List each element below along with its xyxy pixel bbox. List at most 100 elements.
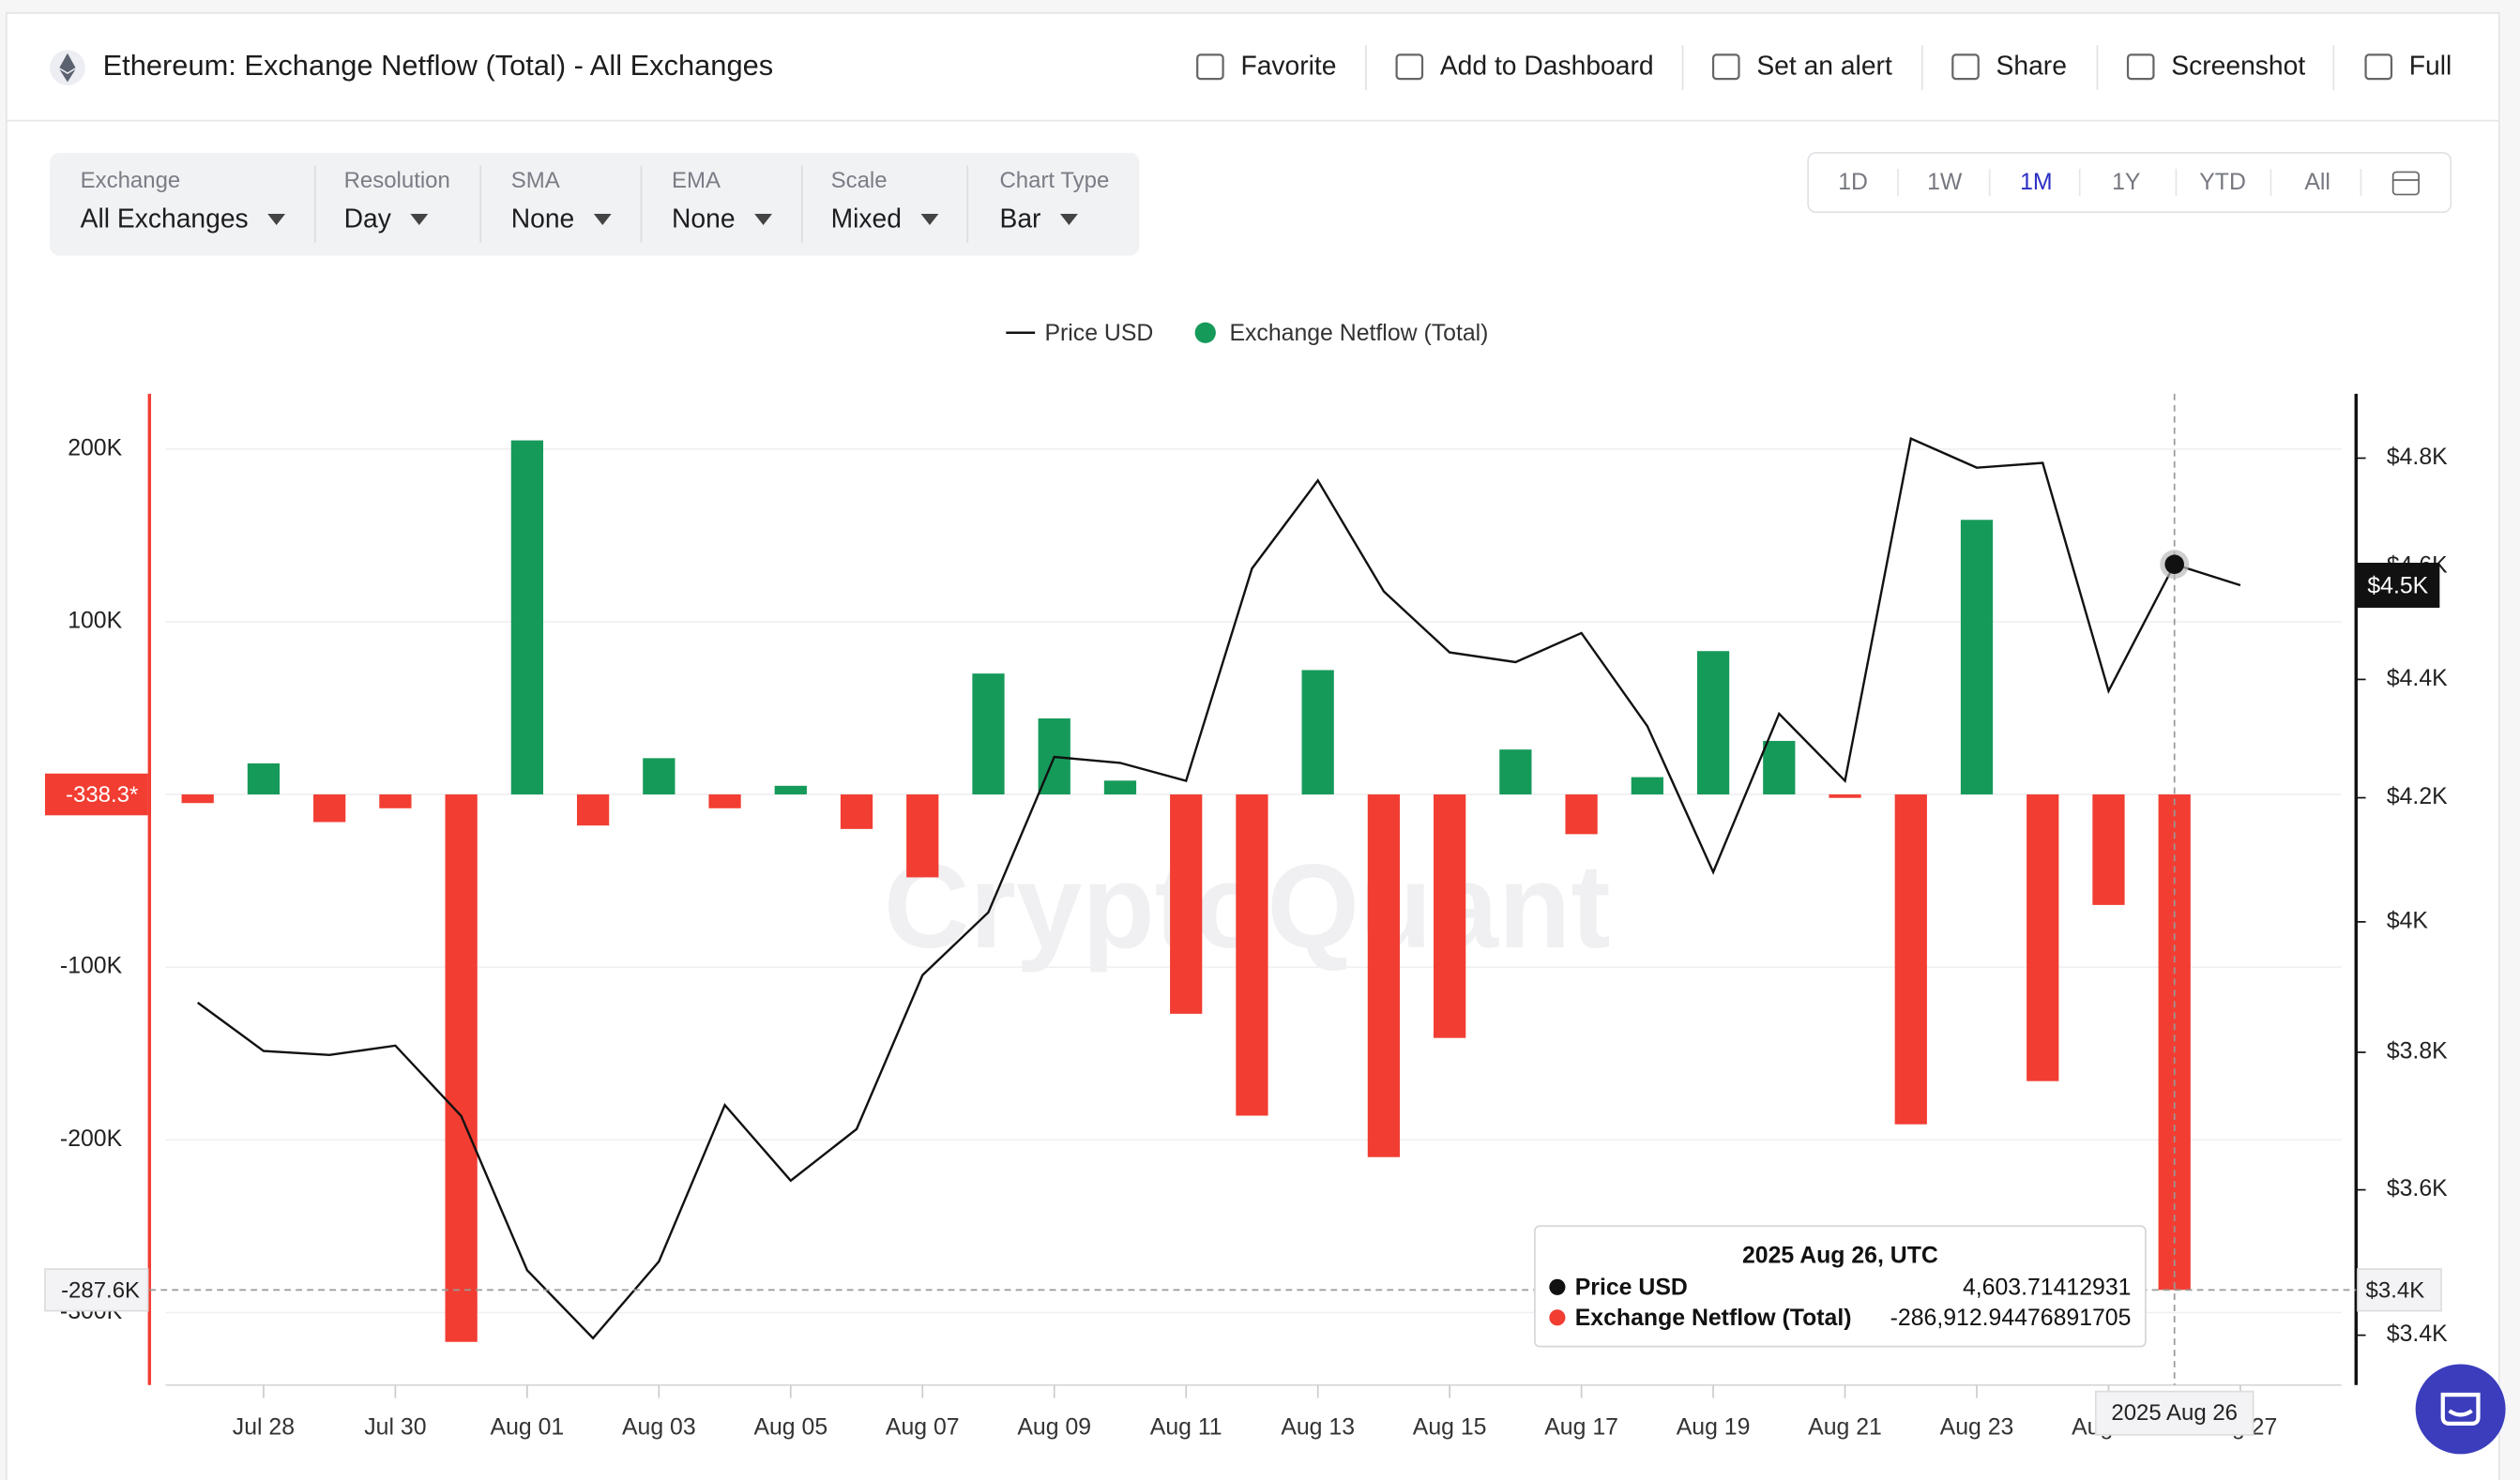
action-icon	[1711, 53, 1740, 81]
y2-tick-label: $4.4K	[2387, 666, 2448, 691]
bar[interactable]	[708, 794, 741, 808]
control-label: SMA	[511, 168, 560, 193]
bar[interactable]	[181, 794, 214, 804]
range-panel	[1807, 152, 2452, 214]
control-value[interactable]: Bar	[999, 203, 1040, 233]
bar[interactable]	[1763, 740, 1796, 795]
price-line	[196, 436, 2241, 1340]
range-option[interactable]: All	[2304, 170, 2330, 195]
bar[interactable]	[247, 763, 281, 795]
bar[interactable]	[1499, 749, 1532, 795]
bar[interactable]	[1236, 794, 1268, 1116]
bar[interactable]	[2092, 794, 2125, 905]
chat-glyph	[2440, 1392, 2481, 1427]
x-tick-label: Aug 13	[1281, 1415, 1355, 1441]
bar[interactable]	[906, 794, 939, 878]
range-option[interactable]: 1M	[2020, 170, 2053, 195]
range-option[interactable]: 1D	[1838, 170, 1868, 195]
crosshair-y2-label: $3.4K	[2366, 1277, 2425, 1303]
control-value[interactable]: None	[672, 203, 736, 233]
bar[interactable]	[1170, 794, 1203, 1014]
control-value[interactable]: Day	[344, 203, 392, 233]
legend-label[interactable]: Exchange Netflow (Total)	[1229, 321, 1488, 346]
control-label: Scale	[831, 168, 888, 193]
bar[interactable]	[510, 440, 543, 795]
control-panel	[50, 152, 1140, 256]
dropdown-arrow	[267, 213, 286, 225]
bar[interactable]	[1960, 520, 1994, 795]
x-tick-label: Aug 15	[1413, 1415, 1487, 1441]
y2-tick-label: $4K	[2387, 908, 2429, 933]
bar[interactable]	[774, 785, 807, 795]
dropdown-arrow	[410, 213, 429, 225]
bar[interactable]	[1894, 794, 1927, 1125]
legend-dot	[1194, 322, 1216, 343]
control-value[interactable]: All Exchanges	[81, 203, 249, 233]
x-tick-label: Aug 09	[1017, 1415, 1091, 1441]
tooltip-value: 4,603.71412931	[1963, 1276, 2131, 1301]
action-icon	[2364, 53, 2393, 81]
bar[interactable]	[576, 794, 610, 826]
x-tick-label: Aug 11	[1150, 1415, 1222, 1441]
bar[interactable]	[1367, 794, 1401, 1157]
dropdown-arrow	[593, 213, 612, 225]
bar[interactable]	[1631, 777, 1663, 795]
x-tick-label: Aug 17	[1544, 1415, 1618, 1441]
bar[interactable]	[643, 758, 676, 795]
tooltip-value: -286,912.94476891705	[1890, 1306, 2132, 1331]
x-tick-label: Aug 19	[1677, 1415, 1751, 1441]
bar[interactable]	[1434, 794, 1466, 1038]
tooltip-title: 2025 Aug 26, UTC	[1742, 1243, 1938, 1268]
bar[interactable]	[1103, 780, 1137, 795]
control-value[interactable]: Mixed	[831, 203, 902, 233]
control-value[interactable]: None	[511, 203, 575, 233]
control-label: Exchange	[81, 168, 181, 193]
control-label: EMA	[672, 168, 721, 193]
y-tick-label: -100K	[60, 954, 123, 979]
x-tick-label: Jul 30	[364, 1415, 426, 1441]
axis-cursor-box	[44, 773, 148, 816]
crosshair-y2-box	[2357, 1268, 2442, 1312]
bar[interactable]	[1829, 794, 1861, 798]
bar[interactable]	[840, 794, 873, 829]
calendar-icon[interactable]	[2391, 171, 2420, 196]
action-label[interactable]: Add to Dashboard	[1440, 51, 1654, 81]
action-icon	[1395, 53, 1424, 81]
bar[interactable]	[445, 794, 478, 1342]
action-label[interactable]: Full	[2409, 51, 2452, 81]
tooltip-box	[1534, 1225, 2147, 1348]
bar[interactable]	[1301, 670, 1334, 795]
bar[interactable]	[1696, 651, 1730, 795]
last-price-label: $4.5K	[2367, 573, 2428, 598]
action-label[interactable]: Favorite	[1240, 51, 1336, 81]
last-price-box	[2356, 563, 2440, 608]
action-label[interactable]: Share	[1996, 51, 2067, 81]
hover-dot	[2164, 554, 2184, 574]
chat-button[interactable]	[2415, 1364, 2506, 1455]
tooltip-name: Exchange Netflow (Total)	[1575, 1306, 1852, 1331]
crosshair-x-label: 2025 Aug 26	[2111, 1400, 2238, 1426]
y2-tick-label: $3.4K	[2387, 1321, 2448, 1347]
range-option[interactable]: 1Y	[2112, 170, 2141, 195]
action-label[interactable]: Screenshot	[2171, 51, 2305, 81]
range-option[interactable]: YTD	[2199, 170, 2246, 195]
action-label[interactable]: Set an alert	[1756, 51, 1892, 81]
y-tick-label: -200K	[60, 1126, 123, 1152]
bar[interactable]	[379, 794, 412, 808]
x-tick-label: Aug 01	[491, 1415, 565, 1441]
x-tick-label: Aug 05	[753, 1415, 827, 1441]
legend-label[interactable]: Price USD	[1044, 321, 1153, 346]
x-tick-label: Jul 28	[233, 1415, 295, 1441]
crosshair-y-label: -287.6K	[61, 1277, 140, 1303]
bar[interactable]	[313, 794, 346, 823]
bar[interactable]	[1565, 794, 1598, 835]
control-label: Chart Type	[999, 168, 1109, 193]
bar[interactable]	[2027, 794, 2059, 1081]
x-tick-label: Aug 21	[1808, 1415, 1882, 1441]
bar[interactable]	[972, 673, 1005, 795]
dropdown-arrow	[1060, 213, 1078, 225]
range-option[interactable]: 1W	[1927, 170, 1963, 195]
dropdown-arrow	[754, 213, 772, 225]
